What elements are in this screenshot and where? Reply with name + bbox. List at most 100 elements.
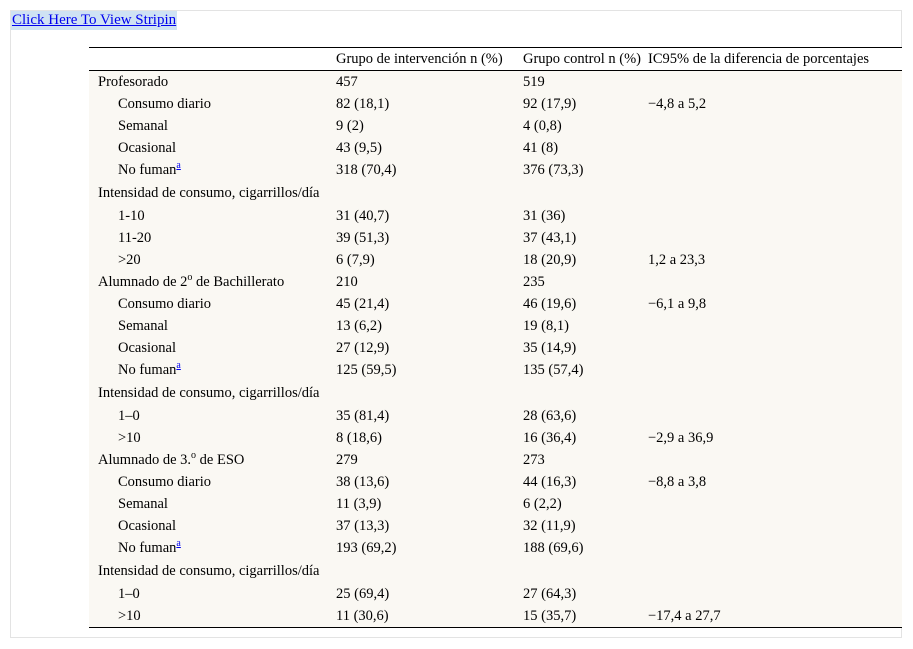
table-row: Intensidad de consumo, cigarrillos/día — [89, 381, 902, 405]
row-label-text: No fuman — [118, 161, 177, 178]
row-label: No fumana — [89, 359, 336, 381]
table-row: >20 6 (7,9) 18 (20,9) 1,2 a 23,3 — [89, 249, 902, 271]
intervention-value: 11 (3,9) — [336, 495, 382, 512]
row-label: >10 — [89, 427, 336, 449]
control-value: 519 — [523, 73, 545, 90]
intervention-value: 318 (70,4) — [336, 161, 397, 178]
ci-value — [648, 493, 902, 515]
row-label-text: 1–0 — [118, 585, 140, 602]
intervention-value: 45 (21,4) — [336, 295, 390, 312]
control-value — [523, 181, 648, 205]
table-row: >10 8 (18,6) 16 (36,4) −2,9 a 36,9 — [89, 427, 902, 449]
row-label: Intensidad de consumo, cigarrillos/día — [89, 181, 336, 205]
intervention-value: 193 (69,2) — [336, 539, 397, 556]
control-value: 273 — [523, 451, 545, 468]
ci-value — [648, 181, 902, 205]
ci-value — [648, 449, 902, 471]
row-label-text: No fuman — [118, 361, 177, 378]
control-value: 35 (14,9) — [523, 339, 577, 356]
ci-value — [648, 205, 902, 227]
row-label-text: 1-10 — [118, 207, 145, 224]
row-label-text: Consumo diario — [118, 295, 212, 312]
table-row: No fumana 125 (59,5) 135 (57,4) — [89, 359, 902, 381]
row-label: Intensidad de consumo, cigarrillos/día — [89, 559, 336, 583]
view-stripin-link[interactable]: Click Here To View Stripin — [11, 11, 178, 30]
row-label-text: Ocasional — [118, 517, 176, 534]
intervention-value: 39 (51,3) — [336, 229, 390, 246]
table-row: >10 11 (30,6) 15 (35,7) −17,4 a 27,7 — [89, 605, 902, 628]
table-row: No fumana 193 (69,2) 188 (69,6) — [89, 537, 902, 559]
row-label-text: Intensidad de consumo, cigarrillos/día — [98, 184, 320, 201]
table-row: Intensidad de consumo, cigarrillos/día — [89, 559, 902, 583]
row-label: Profesorado — [89, 71, 336, 94]
control-value: 16 (36,4) — [523, 429, 577, 446]
control-value: 37 (43,1) — [523, 229, 577, 246]
intervention-value: 27 (12,9) — [336, 339, 390, 356]
ci-value: −4,8 a 5,2 — [648, 95, 707, 112]
ci-value — [648, 583, 902, 605]
ci-value — [648, 559, 902, 583]
row-label: 1-10 — [89, 205, 336, 227]
row-label: No fumana — [89, 537, 336, 559]
ci-value: −17,4 a 27,7 — [648, 605, 902, 628]
row-label: Consumo diario — [89, 293, 336, 315]
intervention-value: 9 (2) — [336, 117, 364, 134]
control-value: 188 (69,6) — [523, 539, 584, 556]
data-table-container: Grupo de intervención n (%) Grupo contro… — [89, 47, 902, 628]
table-row: Semanal 9 (2) 4 (0,8) — [89, 115, 902, 137]
row-label: Ocasional — [89, 515, 336, 537]
table-row: Intensidad de consumo, cigarrillos/día — [89, 181, 902, 205]
control-value: 46 (19,6) — [523, 295, 577, 312]
row-label: 11-20 — [89, 227, 336, 249]
table-row: Consumo diario 45 (21,4) 46 (19,6) −6,1 a 9… — [89, 293, 902, 315]
row-label: Alumnado de 2o de Bachillerato — [89, 271, 336, 293]
intervention-value: 210 — [336, 273, 358, 290]
header-intervention-group: Grupo de intervención n (%) — [336, 47, 523, 71]
table-row: Alumnado de 2o de Bachillerato 210 235 — [89, 271, 902, 293]
intervention-value: 125 (59,5) — [336, 361, 397, 378]
row-label: >10 — [89, 605, 336, 628]
table-row: 1–0 25 (69,4) 27 (64,3) — [89, 583, 902, 605]
table-row: No fumana 318 (70,4) 376 (73,3) — [89, 159, 902, 181]
intervention-value: 82 (18,1) — [336, 95, 390, 112]
row-label-suffix: de Bachillerato — [192, 273, 285, 290]
intervention-value: 25 (69,4) — [336, 585, 390, 602]
ci-value — [648, 337, 902, 359]
row-label-text: No fuman — [118, 539, 177, 556]
content-frame — [10, 10, 902, 638]
row-label-text: >20 — [118, 251, 141, 268]
row-label-text: Semanal — [118, 317, 168, 334]
header-control-group: Grupo control n (%) — [523, 47, 648, 71]
control-value: 19 (8,1) — [523, 317, 569, 334]
ci-value — [648, 137, 902, 159]
control-value — [523, 381, 648, 405]
ordinal-superscript: o — [191, 449, 197, 461]
ci-value: −2,9 a 36,9 — [648, 429, 714, 446]
ci-value — [648, 359, 902, 381]
header-empty — [89, 47, 336, 71]
footnote-link[interactable]: a — [176, 359, 181, 371]
row-label-text: >10 — [118, 429, 141, 446]
row-label-text: Alumnado de 3. — [98, 451, 192, 468]
control-value: 235 — [523, 273, 545, 290]
row-label-text: 11-20 — [118, 229, 152, 246]
control-value: 376 (73,3) — [523, 161, 584, 178]
row-label: Semanal — [89, 493, 336, 515]
footnote-link[interactable]: a — [176, 537, 181, 549]
ci-value — [648, 159, 902, 181]
table-row: Ocasional 37 (13,3) 32 (11,9) — [89, 515, 902, 537]
table-row: Semanal 11 (3,9) 6 (2,2) — [89, 493, 902, 515]
intervention-value: 11 (30,6) — [336, 605, 523, 628]
table-row: Semanal 13 (6,2) 19 (8,1) — [89, 315, 902, 337]
footnote-link[interactable]: a — [176, 159, 181, 171]
intervention-value: 35 (81,4) — [336, 407, 390, 424]
table-row: 1–0 35 (81,4) 28 (63,6) — [89, 405, 902, 427]
row-label-text: Semanal — [118, 117, 168, 134]
ci-value — [648, 271, 902, 293]
intervention-value: 8 (18,6) — [336, 429, 382, 446]
intervention-value: 457 — [336, 73, 358, 90]
row-label: Intensidad de consumo, cigarrillos/día — [89, 381, 336, 405]
ci-value — [648, 537, 902, 559]
control-value: 135 (57,4) — [523, 361, 584, 378]
row-label: Semanal — [89, 115, 336, 137]
